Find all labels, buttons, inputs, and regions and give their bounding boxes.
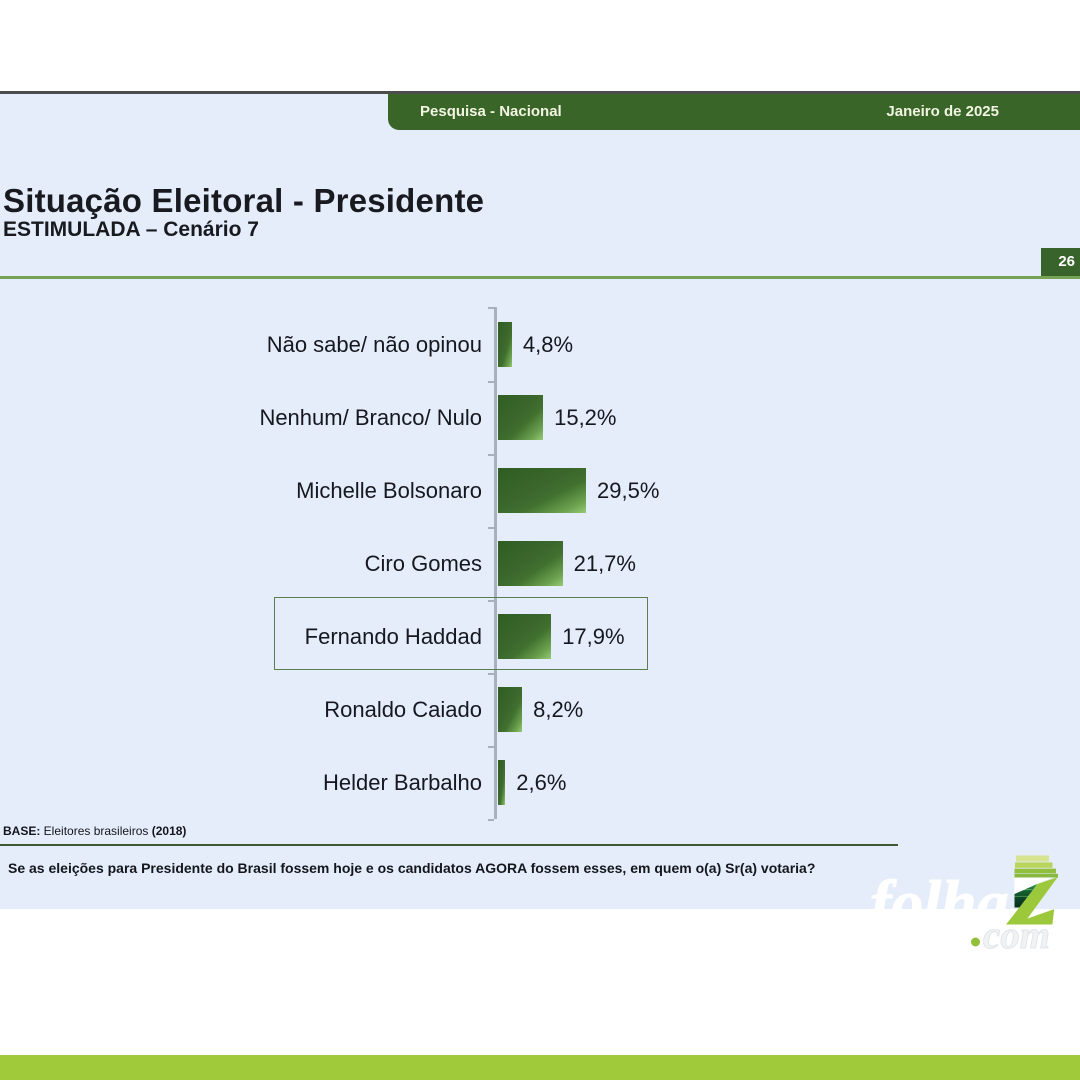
svg-text:folha: folha <box>870 867 1009 938</box>
svg-text:com: com <box>983 914 1050 957</box>
